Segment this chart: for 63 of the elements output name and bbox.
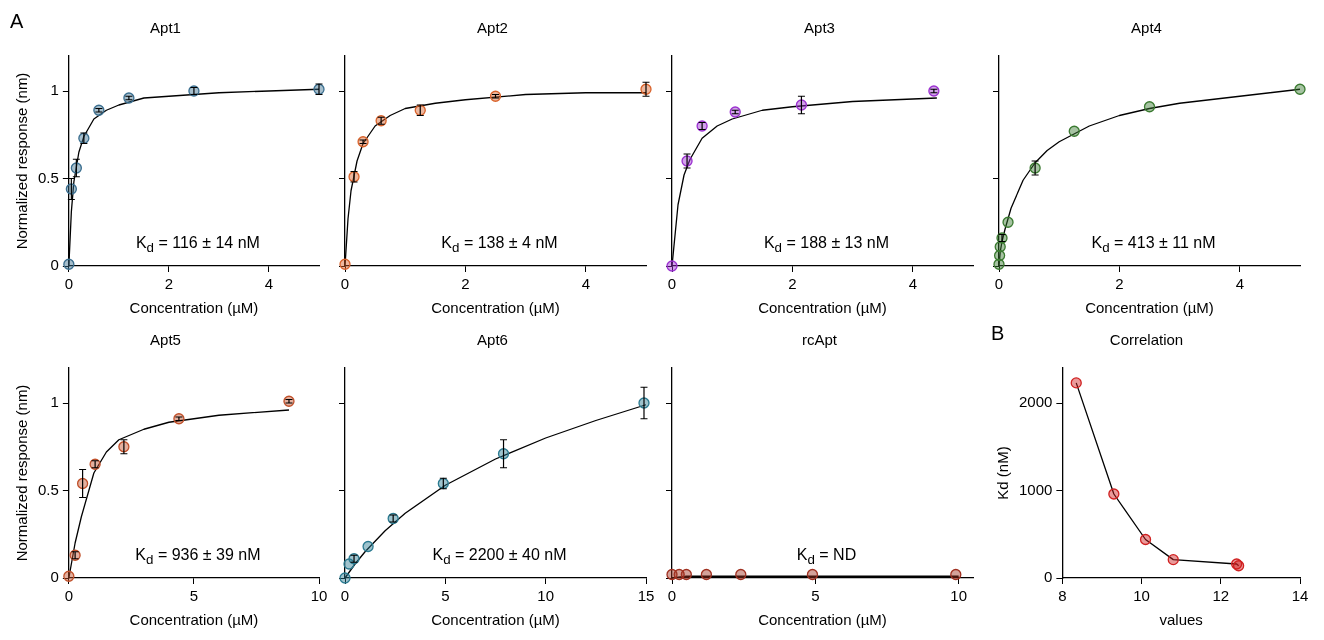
x-tick-label: 2 [788,275,797,293]
x-tick-label: 0 [667,275,677,293]
x-tick-label: 0 [994,275,1004,293]
x-tick-label: 15 [637,587,655,605]
chart-title: Apt5 [150,331,181,349]
annotation: K$_{d}$ = 936 ± 39 nM [135,546,261,568]
chart-title: Apt3 [804,19,835,37]
chart-title: rcApt [801,331,838,349]
x-tick-label: 2 [461,275,470,293]
x-tick-label: 2 [1115,275,1124,293]
y-axis-title: Normalized response (nm) [13,384,31,562]
chart-title: Apt6 [477,331,508,349]
y-tick-label: 0 [50,568,59,586]
y-tick-label: 0.5 [37,168,59,186]
x-tick-label: 5 [189,587,199,605]
chart-title: Apt1 [150,19,181,37]
x-tick-label: 0 [64,275,74,293]
x-tick-label: 4 [264,275,274,293]
x-tick-label: 0 [667,587,677,605]
x-axis-title: Concentration (µM) [758,299,887,317]
text: B [991,322,1005,345]
x-axis-title: Concentration (µM) [758,611,887,629]
text: A [10,10,24,33]
x-tick-label: 5 [811,587,820,605]
x-tick-label: 12 [1212,587,1230,605]
x-tick-label: 0 [340,275,350,293]
x-tick-label: 0 [340,587,350,605]
annotation: K$_{d}$ = 188 ± 13 nM [763,234,890,256]
y-axis-title: Kd (nM) [994,446,1012,500]
y-axis-title: Normalized response (nm) [13,72,31,250]
x-tick-label: 4 [908,275,917,293]
x-axis-title: Concentration (µM) [129,611,259,629]
annotation: K$_{d}$ = 2200 ± 40 nM [432,546,567,568]
x-axis-title: Concentration (µM) [1085,299,1214,317]
y-tick-label: 1 [50,393,59,411]
x-tick-label: 10 [1133,587,1150,605]
chart-title: Correlation [1109,331,1184,349]
annotation: K$_{d}$ = 138 ± 4 nM [441,234,558,256]
x-tick-label: 10 [537,587,555,605]
x-tick-label: 5 [441,587,450,605]
x-tick-label: 0 [64,587,74,605]
x-tick-label: 8 [1058,587,1067,605]
y-tick-label: 2000 [1018,393,1053,411]
x-axis-title: values [1159,611,1203,629]
chart-title: Apt2 [477,19,508,37]
annotation: K$_{d}$ = ND [796,546,857,568]
y-tick-label: 0 [50,256,59,274]
x-tick-label: 14 [1291,587,1309,605]
x-axis-title: Concentration (µM) [129,299,259,317]
x-tick-label: 10 [950,587,968,605]
y-tick-label: 1 [50,81,59,99]
x-axis-title: Concentration (µM) [431,299,560,317]
x-tick-label: 2 [164,275,174,293]
y-tick-label: 1000 [1018,480,1053,498]
x-tick-label: 4 [581,275,590,293]
annotation: K$_{d}$ = 413 ± 11 nM [1091,234,1216,256]
y-tick-label: 0 [1044,568,1053,586]
chart-title: Apt4 [1131,19,1162,37]
y-tick-label: 0.5 [37,480,59,498]
x-tick-label: 10 [310,587,328,605]
x-tick-label: 4 [1235,275,1244,293]
x-axis-title: Concentration (µM) [431,611,560,629]
annotation: K$_{d}$ = 116 ± 14 nM [135,234,260,256]
